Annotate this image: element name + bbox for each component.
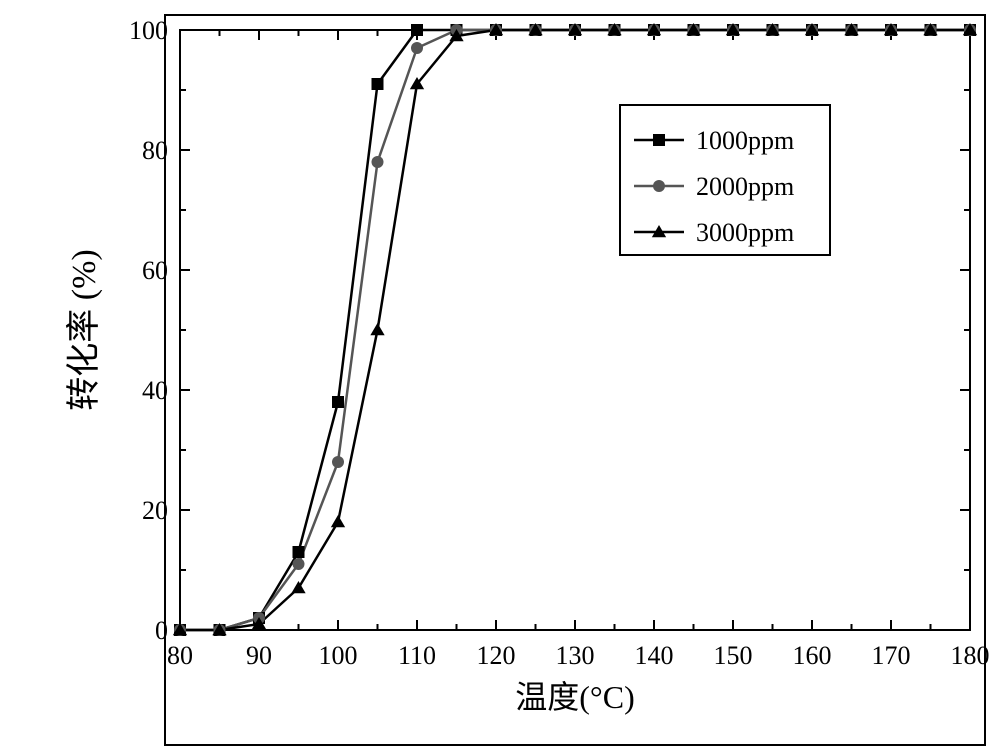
y-tick-label: 80 (142, 136, 168, 165)
x-tick-label: 150 (714, 641, 753, 670)
y-tick-label: 40 (142, 376, 168, 405)
x-tick-label: 120 (477, 641, 516, 670)
legend-label: 2000ppm (696, 172, 794, 201)
y-tick-label: 20 (142, 496, 168, 525)
x-tick-label: 90 (246, 641, 272, 670)
chart-svg: 80 90 100 110 120 130 140 150 160 170 180 0 20 40 60 80… (0, 0, 1000, 755)
y-axis-label: 转化率 (%) (65, 249, 103, 410)
legend-label: 3000ppm (696, 218, 794, 247)
y-tick-label: 100 (129, 16, 168, 45)
x-axis-label: 温度(°C) (515, 679, 634, 715)
chart-container: 80 90 100 110 120 130 140 150 160 170 180 0 20 40 60 80… (0, 0, 1000, 755)
x-tick-label: 110 (398, 641, 436, 670)
x-tick-label: 80 (167, 641, 193, 670)
x-tick-label: 160 (793, 641, 832, 670)
x-tick-label: 180 (951, 641, 990, 670)
x-tick-label: 140 (635, 641, 674, 670)
legend-label: 1000ppm (696, 126, 794, 155)
x-tick-label: 130 (556, 641, 595, 670)
x-tick-label: 100 (319, 641, 358, 670)
y-tick-label: 60 (142, 256, 168, 285)
y-tick-label: 0 (155, 616, 168, 645)
x-tick-label: 170 (872, 641, 911, 670)
legend: 1000ppm 2000ppm 3000ppm (620, 105, 830, 255)
